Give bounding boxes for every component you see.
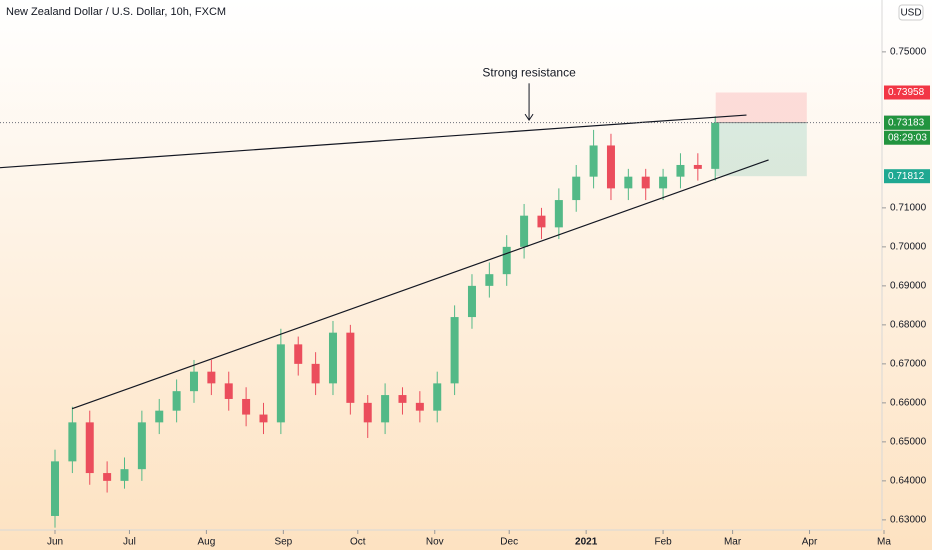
y-tick-label: 0.63000 [890, 515, 927, 526]
x-tick-label: Jul [123, 537, 136, 548]
candle-body [381, 395, 390, 423]
trendline [71, 159, 769, 410]
candle-body [346, 332, 355, 403]
candle-body [172, 391, 181, 411]
candle-body [450, 317, 459, 384]
candle-body [294, 344, 303, 364]
chart-title: New Zealand Dollar / U.S. Dollar, 10h, F… [6, 6, 226, 18]
y-tick-label: 0.66000 [890, 398, 927, 409]
candle-body [537, 215, 546, 228]
annotation-arrowhead [524, 113, 534, 122]
candle-body [328, 332, 337, 384]
price-label-bg [884, 115, 930, 130]
price-label-bg [884, 169, 930, 184]
candle-body [120, 469, 129, 481]
candle-body [224, 383, 233, 399]
candle-body [641, 176, 650, 189]
candle-body [85, 422, 94, 474]
y-tick-label: 0.68000 [890, 320, 927, 331]
target-zone [715, 122, 807, 177]
candle-body [520, 215, 529, 247]
x-tick-label: Oct [350, 537, 366, 548]
candle-body [693, 164, 702, 169]
x-tick-label: 2021 [575, 537, 598, 548]
x-tick-label: Ma [877, 537, 891, 548]
candle-body [276, 344, 285, 423]
stop-zone [715, 92, 807, 123]
annotation: Strong resistance [482, 65, 576, 79]
candle-body [572, 176, 581, 201]
x-tick-label: Apr [802, 537, 818, 548]
price-label-bg [884, 85, 930, 100]
candle-body [259, 414, 268, 423]
candle-body [189, 371, 198, 392]
y-tick-label: 0.67000 [890, 359, 927, 370]
x-tick-label: Aug [198, 537, 216, 548]
candle-body [415, 402, 424, 411]
candle-body [68, 422, 77, 462]
y-tick-label: 0.65000 [890, 437, 927, 448]
countdown: 08:29:03 [888, 132, 927, 143]
x-tick-label: Nov [426, 537, 444, 548]
candle-body [103, 473, 112, 481]
x-tick-label: Mar [724, 537, 742, 548]
x-tick-label: Feb [654, 537, 672, 548]
candle-body [624, 176, 633, 189]
x-tick-label: Dec [500, 537, 518, 548]
candle-body [676, 164, 685, 177]
y-tick-label: 0.75000 [890, 47, 927, 58]
x-tick-label: Jun [47, 537, 63, 548]
candle-body [606, 145, 615, 189]
candle-body [433, 383, 442, 411]
x-tick-label: Sep [274, 537, 292, 548]
y-tick-label: 0.70000 [890, 242, 927, 253]
candle-body [363, 402, 372, 423]
price-label: 0.73183 [888, 117, 925, 128]
candle-body [467, 285, 476, 318]
y-tick-label: 0.64000 [890, 476, 927, 487]
candle-body [311, 363, 320, 384]
countdown-bg [884, 130, 930, 145]
candle-body [51, 461, 60, 516]
candle-body [659, 176, 668, 189]
currency-label[interactable]: USD [900, 8, 921, 19]
candle-body [502, 246, 511, 275]
candle-body [398, 395, 407, 403]
y-tick-label: 0.71000 [890, 203, 927, 214]
candle-body [155, 410, 164, 423]
trendline [0, 114, 747, 169]
price-label: 0.73958 [888, 87, 925, 98]
candle-body [589, 145, 598, 177]
candle-body [242, 398, 251, 415]
candle-body [554, 200, 563, 228]
price-label: 0.71812 [888, 171, 925, 182]
y-tick-label: 0.69000 [890, 281, 927, 292]
candle-body [137, 422, 146, 470]
currency-button[interactable] [898, 4, 924, 21]
candle-body [485, 274, 494, 286]
candle-body [207, 371, 216, 384]
candle-body [711, 122, 720, 169]
